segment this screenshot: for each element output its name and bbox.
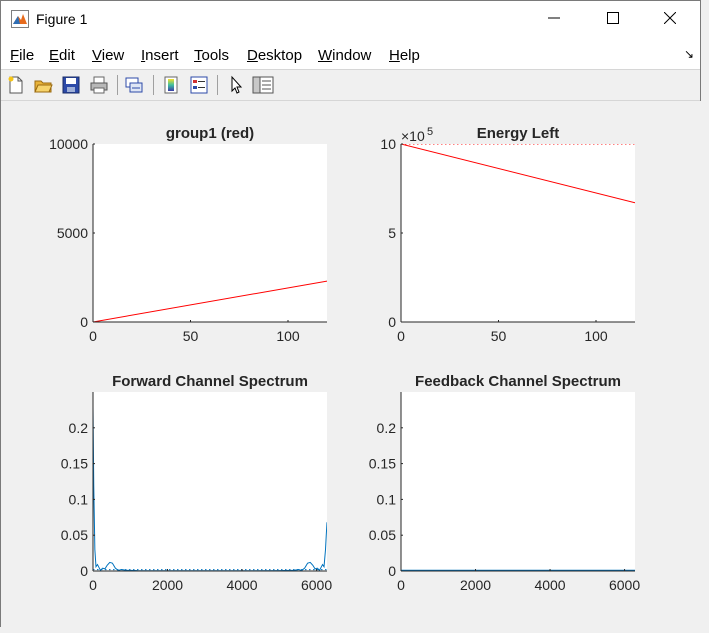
chart-title: group1 (red) (166, 125, 254, 142)
edit-plot-arrow-icon[interactable] (225, 74, 247, 96)
x-tick-label: 4000 (226, 577, 257, 593)
plot-area-3 (93, 392, 327, 571)
y-tick-label: 5 (388, 225, 396, 241)
x-tick-label: 50 (491, 328, 507, 344)
x-tick-label: 0 (89, 328, 97, 344)
maximize-icon (607, 11, 619, 29)
close-button[interactable] (647, 1, 693, 39)
x-tick-label: 6000 (301, 577, 332, 593)
exponent-power: 5 (427, 126, 433, 138)
open-file-icon[interactable] (32, 74, 54, 96)
maximize-button[interactable] (590, 1, 636, 39)
x-tick-label: 0 (397, 577, 405, 593)
y-tick-label: 0 (388, 563, 396, 579)
save-icon[interactable] (60, 74, 82, 96)
plot-area-4 (401, 392, 635, 571)
y-tick-label: 0.05 (61, 527, 88, 543)
y-tick-label: 0.1 (377, 491, 397, 507)
y-tick-label: 0.1 (69, 491, 89, 507)
menu-help[interactable]: Help (389, 47, 420, 64)
y-tick-label: 0.05 (369, 527, 396, 543)
y-tick-label: 5000 (57, 225, 88, 241)
menu-bar: File Edit View Insert Tools Desktop Wind… (1, 39, 700, 69)
y-tick-label: 0 (80, 314, 88, 330)
menu-insert[interactable]: Insert (141, 47, 179, 64)
x-tick-label: 4000 (534, 577, 565, 593)
menu-desktop[interactable]: Desktop (247, 47, 303, 64)
toolbar-separator (153, 75, 154, 95)
y-tick-label: 0.15 (61, 456, 88, 472)
x-tick-label: 2000 (152, 577, 183, 593)
series-line-1 (401, 144, 635, 204)
property-inspector-icon[interactable] (252, 74, 274, 96)
x-tick-label: 50 (183, 328, 199, 344)
y-tick-label: 0 (388, 314, 396, 330)
menu-tools[interactable]: Tools (194, 47, 230, 64)
menu-view[interactable]: View (92, 47, 125, 64)
plot-area-1 (93, 144, 327, 322)
exponent-label: ×10 (401, 128, 425, 144)
toolbar-separator (217, 75, 218, 95)
menu-edit[interactable]: Edit (49, 47, 75, 64)
x-tick-label: 100 (584, 328, 608, 344)
menu-file[interactable]: File (10, 47, 35, 64)
link-plot-icon[interactable] (123, 74, 145, 96)
menu-window[interactable]: Window (318, 47, 372, 64)
y-tick-label: 0.2 (377, 420, 397, 436)
insert-colorbar-icon[interactable] (160, 74, 182, 96)
minimize-button[interactable] (531, 1, 577, 39)
x-tick-label: 6000 (609, 577, 640, 593)
y-tick-label: 10 (380, 136, 396, 152)
x-tick-label: 0 (397, 328, 405, 344)
y-tick-label: 0.2 (69, 420, 89, 436)
print-icon[interactable] (88, 74, 110, 96)
chart-title: Forward Channel Spectrum (112, 373, 308, 390)
y-tick-label: 0.15 (369, 456, 396, 472)
minimize-icon (548, 11, 560, 29)
figure-canvas: 0 50 100 0 5000 10000 group1 (red) 0 50 100 0 5 10 En… (1, 101, 702, 628)
x-tick-label: 0 (89, 577, 97, 593)
toolbar-separator (117, 75, 118, 95)
series-line-1 (93, 280, 327, 322)
y-tick-label: 0 (80, 563, 88, 579)
title-bar[interactable]: Figure 1 (1, 1, 700, 39)
x-tick-label: 2000 (460, 577, 491, 593)
insert-legend-icon[interactable] (188, 74, 210, 96)
x-tick-label: 100 (276, 328, 300, 344)
plot-area-2 (401, 144, 635, 322)
window-title: Figure 1 (36, 11, 88, 27)
matlab-logo-icon (11, 10, 29, 28)
close-icon (663, 11, 677, 29)
new-figure-icon[interactable] (5, 74, 27, 96)
chart-title: Energy Left (477, 125, 560, 142)
figure-toolbar (1, 69, 700, 101)
y-tick-label: 10000 (49, 136, 88, 152)
dock-figure-icon[interactable]: ↘ (683, 47, 694, 61)
chart-title: Feedback Channel Spectrum (415, 373, 621, 390)
